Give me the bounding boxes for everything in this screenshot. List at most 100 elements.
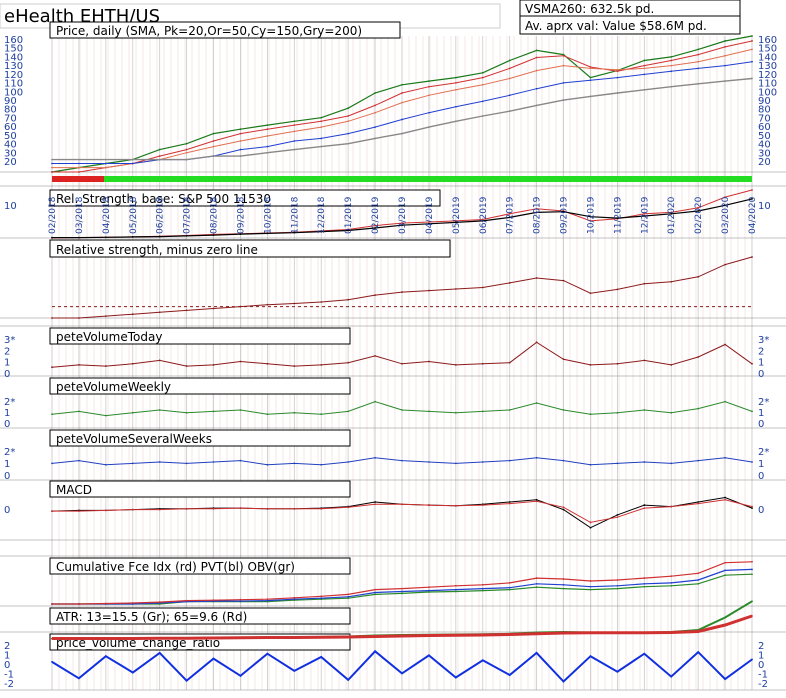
vsma-text: VSMA260: 632.5k pd. (525, 2, 654, 16)
data-point (697, 459, 700, 462)
data-point (158, 155, 161, 157)
data-point (104, 162, 107, 165)
data-point (401, 291, 403, 293)
y-tick-label: 0 (4, 505, 10, 516)
data-point (589, 580, 592, 582)
data-point (401, 132, 403, 135)
data-point (535, 498, 538, 501)
data-point (454, 88, 457, 91)
data-point (481, 218, 484, 221)
data-point (724, 54, 726, 57)
data-point (616, 288, 619, 291)
data-point (751, 60, 753, 63)
data-point (347, 679, 350, 681)
data-point (51, 166, 53, 169)
data-point (428, 634, 430, 637)
tick-labels: 1601501401301201101009080706050403020160… (4, 35, 777, 690)
data-point (724, 574, 726, 577)
data-point (454, 584, 457, 587)
x-tick-label: 03/2019 (398, 196, 408, 234)
data-point (320, 126, 323, 129)
data-point (212, 145, 215, 148)
data-point (481, 83, 484, 86)
cum-title-box (49, 557, 351, 575)
data-point (535, 104, 538, 107)
data-point (508, 409, 511, 411)
data-point (481, 410, 484, 413)
data-point (239, 409, 242, 411)
data-point (428, 94, 430, 97)
data-point (158, 637, 161, 640)
data-point (481, 100, 484, 103)
x-tick-label: 01/2019 (344, 196, 354, 234)
y-tick-label: 50 (4, 131, 17, 142)
pvw-title-box (49, 377, 351, 395)
y-tick-label: 10 (4, 201, 17, 212)
data-point (670, 581, 673, 584)
data-point (320, 116, 323, 119)
data-point (697, 67, 700, 70)
y-tick-label: 20 (758, 157, 771, 168)
data-point (724, 45, 726, 48)
x-tick-label: 12/2019 (640, 196, 650, 234)
data-point (374, 501, 376, 503)
data-point (508, 501, 511, 503)
data-point (670, 584, 673, 587)
y-tick-label: 0 (758, 419, 764, 430)
data-point (724, 624, 726, 626)
y-tick-label: 120 (4, 70, 23, 81)
data-point (643, 215, 646, 217)
x-tick-label: 08/2019 (533, 196, 543, 234)
data-point (347, 142, 350, 145)
data-point (293, 302, 296, 305)
data-point (266, 599, 269, 602)
data-point (293, 120, 296, 123)
data-point (454, 364, 457, 366)
data-point (454, 120, 457, 123)
data-point (104, 509, 107, 512)
data-point (158, 601, 161, 603)
data-point (428, 504, 430, 506)
data-point (78, 171, 80, 173)
data-point (562, 632, 565, 634)
data-point (697, 582, 700, 585)
data-point (616, 579, 619, 581)
y-tick-label: 50 (758, 131, 771, 142)
data-point (643, 64, 646, 67)
y-tick-label: 150 (4, 44, 23, 55)
data-point (535, 652, 538, 654)
data-point (239, 140, 242, 142)
x-tick-label: 11/2019 (613, 196, 623, 234)
x-tick-label: 08/2018 (210, 196, 220, 234)
data-point (454, 411, 457, 414)
data-point (697, 275, 700, 278)
data-point (131, 671, 134, 674)
data-point (535, 632, 538, 635)
data-point (751, 189, 753, 191)
data-point (374, 224, 376, 227)
data-point (697, 82, 700, 85)
data-point (751, 197, 753, 200)
data-point (562, 409, 565, 411)
x-tick-label: 04/2018 (102, 196, 112, 234)
data-point (562, 680, 565, 683)
data-point (51, 366, 53, 369)
data-point (535, 69, 538, 72)
data-point (508, 588, 511, 591)
y-tick-label: 0 (4, 471, 10, 482)
data-point (697, 407, 700, 410)
pvt-title-box (49, 327, 351, 345)
data-point (320, 507, 323, 510)
y-tick-label: 80 (4, 105, 17, 116)
data-point (428, 654, 430, 657)
data-point (185, 148, 188, 151)
data-point (158, 235, 161, 238)
data-point (374, 591, 376, 594)
data-point (562, 578, 565, 580)
data-point (670, 212, 673, 215)
data-point (454, 288, 457, 290)
data-point (266, 232, 269, 235)
data-point (643, 585, 646, 588)
data-point (428, 111, 430, 114)
